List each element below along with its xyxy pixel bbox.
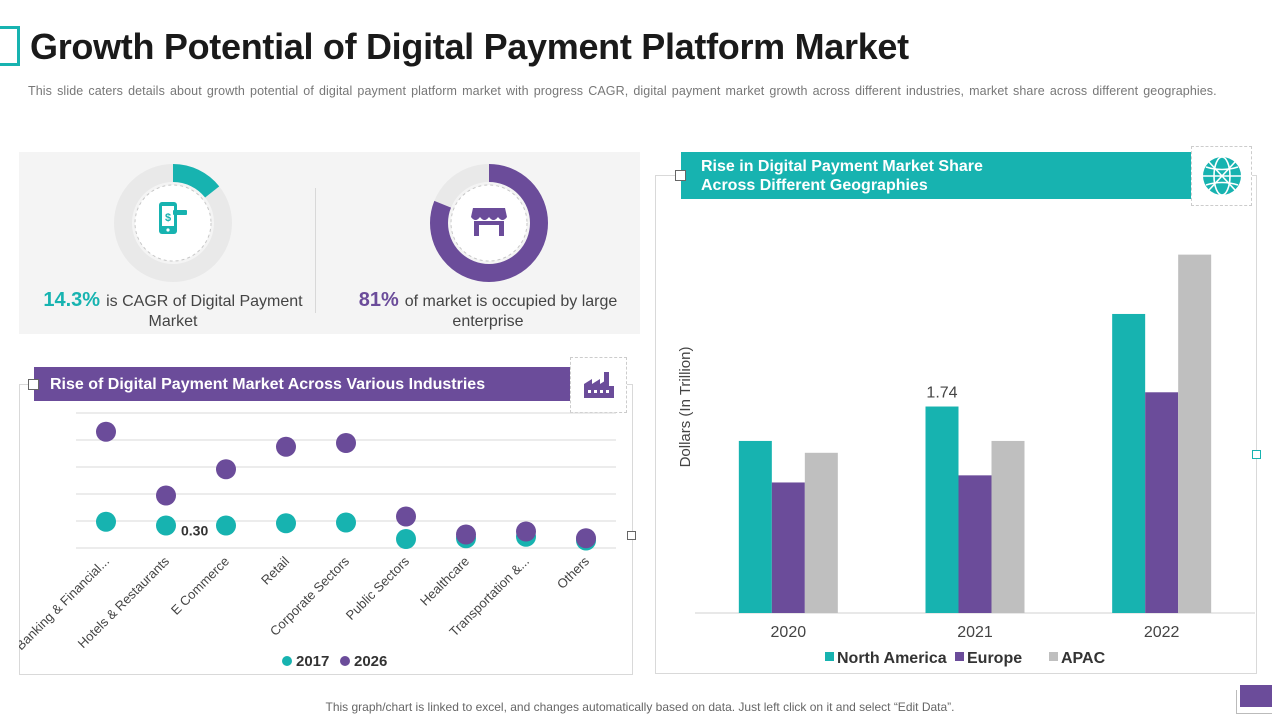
- scatter-point-2017: [216, 515, 236, 536]
- scatter-data-label: 0.30: [181, 523, 208, 539]
- bar-y-axis-label: Dollars (In Trillion): [677, 347, 694, 468]
- scatter-category-label: E Commerce: [168, 554, 232, 618]
- industries-header-label: Rise of Digital Payment Market Across Va…: [50, 375, 486, 393]
- bar-category-label: 2022: [1144, 624, 1180, 641]
- corner-tag: [1240, 685, 1272, 707]
- svg-text:$: $: [165, 212, 171, 224]
- scatter-point-2017: [336, 512, 356, 533]
- scatter-category-label: Banking & Financial...: [19, 554, 112, 654]
- scatter-category-label: Retail: [258, 553, 292, 587]
- cagr-stat-text: 14.3% is CAGR of Digital Payment Market: [23, 290, 323, 332]
- bar-legend-marker: [825, 652, 834, 661]
- bar-data-label: 1.74: [926, 385, 957, 402]
- cagr-donut-fill: [114, 164, 232, 282]
- stats-divider: [315, 188, 316, 313]
- bar-europe: [958, 475, 992, 613]
- bar-apac: [804, 452, 838, 613]
- enterprise-value: 81%: [358, 289, 399, 311]
- scatter-point-2026: [396, 506, 416, 527]
- cagr-label: is CAGR of Digital Payment Market: [106, 293, 303, 330]
- bar-category-label: 2020: [771, 624, 807, 641]
- enterprise-donut: [430, 164, 548, 282]
- scatter-point-2017: [276, 513, 296, 534]
- geographies-header-label: Rise in Digital Payment Market Share Acr…: [701, 157, 983, 194]
- industries-scatter-chart: Banking & Financial...Hotels & Restauran…: [19, 412, 616, 670]
- bar-apac: [991, 440, 1025, 613]
- enterprise-label: of market is occupied by large enterpris…: [404, 293, 618, 330]
- bar-legend-label: APAC: [1061, 650, 1106, 667]
- corner-tag-outline: [1236, 690, 1272, 714]
- enterprise-stat-text: 81% of market is occupied by large enterp…: [338, 290, 638, 332]
- scatter-legend-marker: [340, 656, 350, 666]
- geographies-bar-chart: Dollars (In Trillion) 2020 2021 2022 1.74 Nor…: [677, 254, 1255, 667]
- geographies-icon-box: [1191, 146, 1252, 206]
- bar-north-america: [738, 440, 772, 613]
- scatter-legend-label: 2026: [354, 653, 387, 670]
- scatter-legend-label: 2017: [296, 653, 329, 670]
- cagr-donut: $: [114, 164, 232, 282]
- bar-legend-marker: [1049, 652, 1058, 661]
- scatter-point-2026: [216, 459, 236, 480]
- geographies-edge-marker: [1252, 450, 1261, 459]
- scatter-point-2026: [516, 521, 536, 542]
- mobile-payment-icon: $: [159, 202, 187, 234]
- industries-edge-marker: [627, 531, 636, 540]
- industries-header: Rise of Digital Payment Market Across Va…: [34, 367, 571, 401]
- geographies-header: Rise in Digital Payment Market Share Acr…: [681, 152, 1191, 199]
- scatter-point-2026: [96, 421, 116, 442]
- bar-europe: [771, 482, 805, 613]
- footer-note: This graph/chart is linked to excel, and…: [325, 700, 955, 714]
- bar-north-america: [925, 406, 959, 613]
- scatter-point-2026: [336, 433, 356, 453]
- scatter-category-label: Healthcare: [417, 554, 472, 609]
- bar-category-label: 2021: [957, 624, 993, 641]
- cagr-value: 14.3%: [43, 289, 101, 311]
- industries-icon-box: [570, 357, 627, 413]
- scatter-point-2017: [96, 511, 116, 532]
- industries-corner-marker: [28, 379, 39, 390]
- geographies-corner-marker: [675, 170, 686, 181]
- bar-legend-label: North America: [837, 650, 947, 667]
- page-subtitle: This slide caters details about growth p…: [28, 84, 1217, 98]
- scatter-point-2026: [456, 524, 476, 545]
- bar-europe: [1145, 392, 1179, 613]
- bar-legend-marker: [955, 652, 964, 661]
- scatter-point-2026: [576, 528, 596, 549]
- storefront-icon: [471, 208, 507, 236]
- scatter-point-2017: [156, 515, 176, 536]
- factory-icon: [583, 372, 614, 398]
- scatter-category-label: Others: [554, 553, 593, 592]
- bar-legend-label: Europe: [967, 650, 1022, 667]
- scatter-point-2026: [156, 485, 176, 506]
- scatter-legend-marker: [282, 656, 292, 666]
- title-accent-bracket: [0, 26, 20, 66]
- page-title: Growth Potential of Digital Payment Plat…: [30, 26, 909, 67]
- scatter-category-label: Public Sectors: [343, 553, 413, 623]
- enterprise-donut-fill: [430, 164, 548, 282]
- scatter-point-2017: [396, 529, 416, 549]
- bar-north-america: [1112, 313, 1146, 613]
- scatter-point-2026: [276, 436, 296, 457]
- globe-icon: [1202, 156, 1241, 196]
- bar-apac: [1178, 254, 1212, 614]
